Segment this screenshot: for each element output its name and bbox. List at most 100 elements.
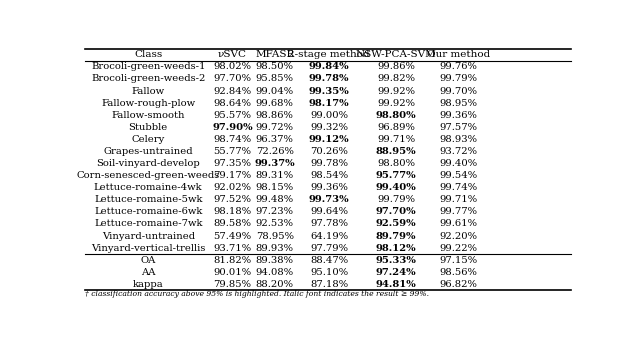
Text: OA: OA xyxy=(141,256,156,265)
Text: 99.22%: 99.22% xyxy=(439,243,477,253)
Text: 97.35%: 97.35% xyxy=(214,159,252,168)
Text: 92.02%: 92.02% xyxy=(214,183,252,192)
Text: 99.78%: 99.78% xyxy=(309,74,349,84)
Text: 98.17%: 98.17% xyxy=(309,99,349,108)
Text: 99.73%: 99.73% xyxy=(309,195,349,204)
Text: 94.08%: 94.08% xyxy=(255,268,294,277)
Text: AA: AA xyxy=(141,268,156,277)
Text: 92.53%: 92.53% xyxy=(256,219,294,228)
Text: 98.50%: 98.50% xyxy=(256,62,294,71)
Text: 89.38%: 89.38% xyxy=(256,256,294,265)
Text: 99.70%: 99.70% xyxy=(439,87,477,95)
Text: 98.93%: 98.93% xyxy=(439,135,477,144)
Text: 99.77%: 99.77% xyxy=(439,207,477,216)
Text: 81.82%: 81.82% xyxy=(214,256,252,265)
Text: 99.32%: 99.32% xyxy=(310,123,348,132)
Text: 88.47%: 88.47% xyxy=(310,256,348,265)
Text: 99.84%: 99.84% xyxy=(309,62,349,71)
Text: 99.37%: 99.37% xyxy=(254,159,295,168)
Text: 70.26%: 70.26% xyxy=(310,147,348,156)
Text: 97.70%: 97.70% xyxy=(214,74,252,84)
Text: 72.26%: 72.26% xyxy=(256,147,294,156)
Text: 99.71%: 99.71% xyxy=(439,195,477,204)
Text: 93.72%: 93.72% xyxy=(439,147,477,156)
Text: 99.61%: 99.61% xyxy=(439,219,477,228)
Text: 97.79%: 97.79% xyxy=(310,243,348,253)
Text: 64.19%: 64.19% xyxy=(310,232,348,240)
Text: 89.31%: 89.31% xyxy=(255,171,294,180)
Text: kappa: kappa xyxy=(133,280,164,289)
Text: 98.56%: 98.56% xyxy=(439,268,477,277)
Text: 89.93%: 89.93% xyxy=(256,243,294,253)
Text: 98.80%: 98.80% xyxy=(376,111,417,120)
Text: 95.57%: 95.57% xyxy=(214,111,252,120)
Text: 98.54%: 98.54% xyxy=(310,171,348,180)
Text: 99.86%: 99.86% xyxy=(377,62,415,71)
Text: Brocoli-green-weeds-1: Brocoli-green-weeds-1 xyxy=(91,62,205,71)
Text: 98.15%: 98.15% xyxy=(255,183,294,192)
Text: 98.74%: 98.74% xyxy=(214,135,252,144)
Text: 99.36%: 99.36% xyxy=(310,183,348,192)
Text: 99.54%: 99.54% xyxy=(439,171,477,180)
Text: Our method: Our method xyxy=(427,50,490,59)
Text: 97.90%: 97.90% xyxy=(212,123,253,132)
Text: 99.35%: 99.35% xyxy=(309,87,349,95)
Text: 99.74%: 99.74% xyxy=(439,183,477,192)
Text: 99.40%: 99.40% xyxy=(376,183,417,192)
Text: 96.89%: 96.89% xyxy=(377,123,415,132)
Text: MFASR: MFASR xyxy=(255,50,294,59)
Text: Fallow-smooth: Fallow-smooth xyxy=(111,111,185,120)
Text: 99.79%: 99.79% xyxy=(377,195,415,204)
Text: 98.18%: 98.18% xyxy=(214,207,252,216)
Text: 95.85%: 95.85% xyxy=(256,74,294,84)
Text: 99.82%: 99.82% xyxy=(377,74,415,84)
Text: νSVC: νSVC xyxy=(218,50,247,59)
Text: 88.95%: 88.95% xyxy=(376,147,417,156)
Text: 99.72%: 99.72% xyxy=(256,123,294,132)
Text: 95.77%: 95.77% xyxy=(376,171,417,180)
Text: 99.00%: 99.00% xyxy=(310,111,348,120)
Text: 97.70%: 97.70% xyxy=(376,207,417,216)
Text: 90.01%: 90.01% xyxy=(214,268,252,277)
Text: Brocoli-green-weeds-2: Brocoli-green-weeds-2 xyxy=(91,74,205,84)
Text: Stubble: Stubble xyxy=(129,123,168,132)
Text: 55.77%: 55.77% xyxy=(214,147,252,156)
Text: 99.04%: 99.04% xyxy=(255,87,294,95)
Text: 99.64%: 99.64% xyxy=(310,207,348,216)
Text: 99.92%: 99.92% xyxy=(377,99,415,108)
Text: 92.84%: 92.84% xyxy=(214,87,252,95)
Text: 99.71%: 99.71% xyxy=(377,135,415,144)
Text: 2-stage method: 2-stage method xyxy=(289,50,370,59)
Text: 89.79%: 89.79% xyxy=(376,232,417,240)
Text: 78.95%: 78.95% xyxy=(256,232,294,240)
Text: Lettuce-romaine-7wk: Lettuce-romaine-7wk xyxy=(94,219,202,228)
Text: 99.36%: 99.36% xyxy=(439,111,477,120)
Text: 98.95%: 98.95% xyxy=(439,99,477,108)
Text: 57.49%: 57.49% xyxy=(214,232,252,240)
Text: Class: Class xyxy=(134,50,163,59)
Text: Fallow: Fallow xyxy=(132,87,164,95)
Text: 92.59%: 92.59% xyxy=(376,219,417,228)
Text: 99.79%: 99.79% xyxy=(439,74,477,84)
Text: 99.76%: 99.76% xyxy=(439,62,477,71)
Text: 99.68%: 99.68% xyxy=(256,99,294,108)
Text: 79.17%: 79.17% xyxy=(214,171,252,180)
Text: Corn-senesced-green-weeds: Corn-senesced-green-weeds xyxy=(77,171,220,180)
Text: 99.40%: 99.40% xyxy=(439,159,477,168)
Text: 96.37%: 96.37% xyxy=(256,135,294,144)
Text: Lettuce-romaine-4wk: Lettuce-romaine-4wk xyxy=(94,183,202,192)
Text: Lettuce-romaine-5wk: Lettuce-romaine-5wk xyxy=(94,195,202,204)
Text: † classification accuracy above 95% is highlighted. Italic font indicates the re: † classification accuracy above 95% is h… xyxy=(85,290,429,298)
Text: 92.20%: 92.20% xyxy=(439,232,477,240)
Text: 96.82%: 96.82% xyxy=(439,280,477,289)
Text: 98.64%: 98.64% xyxy=(214,99,252,108)
Text: 99.78%: 99.78% xyxy=(310,159,348,168)
Text: Soil-vinyard-develop: Soil-vinyard-develop xyxy=(97,159,200,168)
Text: 95.33%: 95.33% xyxy=(376,256,417,265)
Text: 97.78%: 97.78% xyxy=(310,219,348,228)
Text: Fallow-rough-plow: Fallow-rough-plow xyxy=(101,99,195,108)
Text: 97.23%: 97.23% xyxy=(256,207,294,216)
Text: Vinyard-vertical-trellis: Vinyard-vertical-trellis xyxy=(91,243,205,253)
Text: Vinyard-untrained: Vinyard-untrained xyxy=(102,232,195,240)
Text: Lettuce-romaine-6wk: Lettuce-romaine-6wk xyxy=(94,207,202,216)
